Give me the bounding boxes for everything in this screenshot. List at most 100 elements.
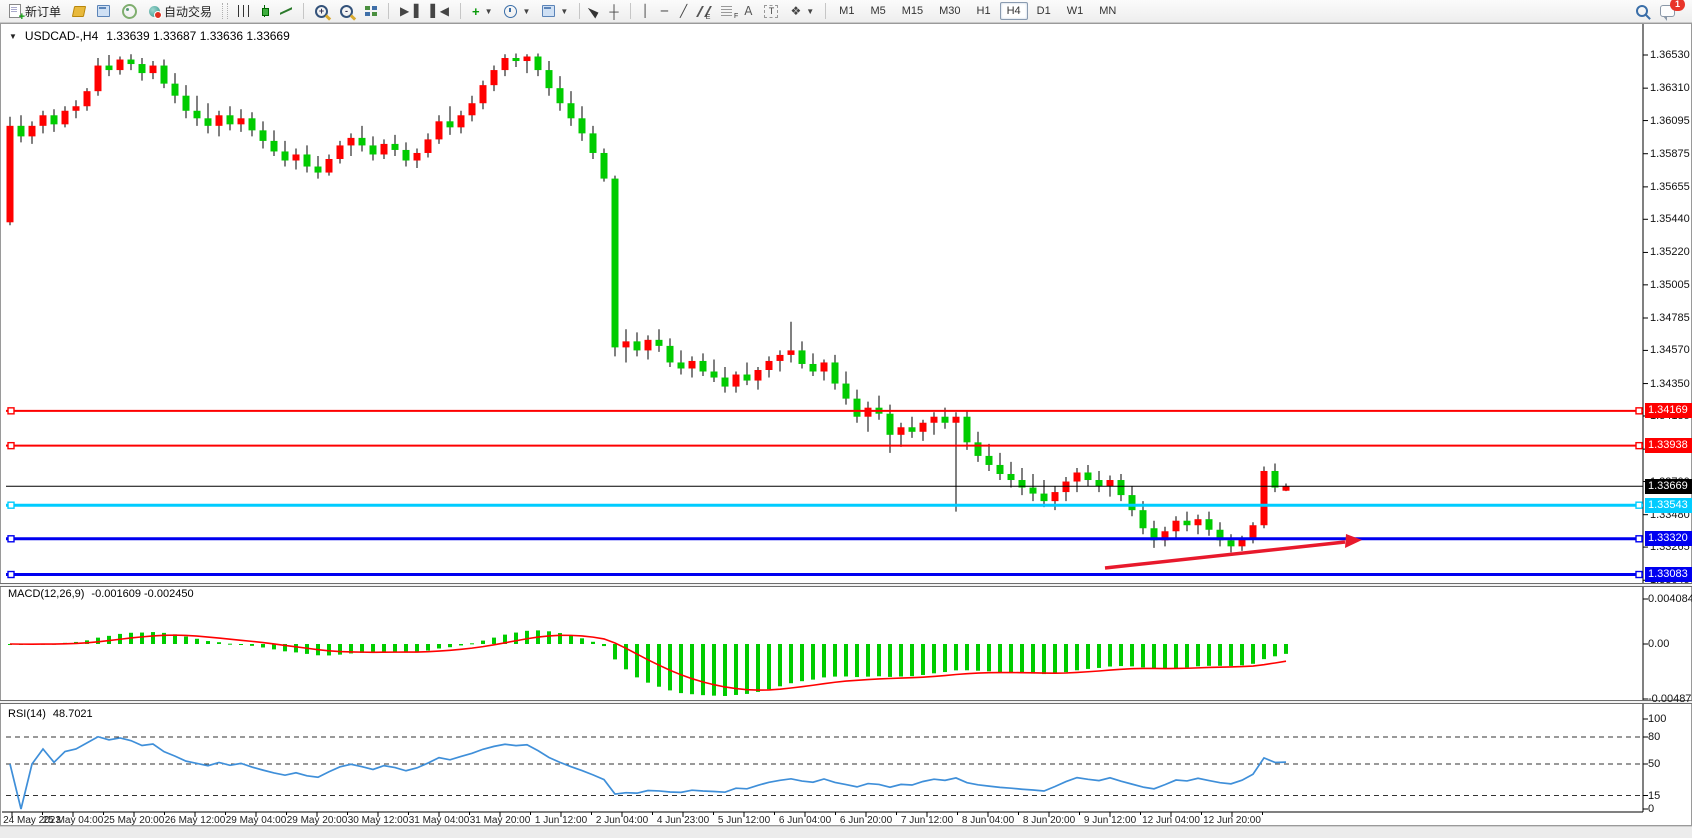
candle-bearish <box>193 110 201 119</box>
data-window-button[interactable] <box>92 2 115 21</box>
notifications-button[interactable]: 1 <box>1655 0 1685 21</box>
candle-bearish <box>721 377 729 387</box>
macd-histogram-bar <box>580 638 584 644</box>
candle-bearish <box>655 339 663 346</box>
pane-splitter-rsi[interactable] <box>0 700 1692 704</box>
zoom-in-button[interactable]: + <box>310 2 333 21</box>
auto-scroll-button[interactable]: ▶▐ <box>395 2 423 21</box>
timeframe-w1[interactable]: W1 <box>1066 5 1084 17</box>
macd-histogram-bar <box>679 644 683 694</box>
timeframe-m1[interactable]: M1 <box>839 5 855 17</box>
candle-bearish <box>666 345 674 363</box>
candle-bullish <box>864 407 872 417</box>
crosshair-icon: ┼ <box>609 3 619 19</box>
timeframe-d1[interactable]: D1 <box>1036 5 1051 17</box>
search-button[interactable] <box>1631 2 1653 21</box>
resistance-line-1-handle[interactable] <box>7 407 15 415</box>
candle-bearish <box>743 374 751 381</box>
support-line-cyan-handle[interactable] <box>7 501 15 509</box>
candle-bullish <box>820 362 828 372</box>
candle-bearish <box>1128 495 1136 511</box>
macd-signal-line <box>9 634 1287 691</box>
chart-menu-triangle-icon[interactable]: ▼ <box>9 31 17 41</box>
support-line-blue-2-handle[interactable] <box>7 570 15 579</box>
resistance-line-2-handle[interactable] <box>7 441 15 450</box>
autotrade-button[interactable]: 自动交易 <box>144 2 217 21</box>
macd-histogram-bar <box>217 642 221 644</box>
periods-button[interactable]: ▼ <box>499 2 535 21</box>
templates-button[interactable]: ▼ <box>537 2 573 21</box>
candle-bearish <box>941 416 949 423</box>
chart-title: ▼ USDCAD-,H4 1.33639 1.33687 1.33636 1.3… <box>9 29 290 43</box>
timeframe-h1[interactable]: H1 <box>976 5 991 17</box>
crosshair-tool-button[interactable]: ┼ <box>604 2 623 21</box>
chart-shift-button[interactable]: ▌◀ <box>426 2 454 21</box>
trend-arrow[interactable] <box>1104 540 1346 570</box>
candle-bullish <box>39 115 47 126</box>
zoom-out-button[interactable]: - <box>335 2 358 21</box>
alerts-button[interactable] <box>117 2 142 21</box>
candlestick-chart-button[interactable] <box>256 2 273 21</box>
support-line-blue-2-handle[interactable] <box>1635 570 1643 579</box>
candle-bullish <box>1073 472 1081 482</box>
chart-symbol-period: USDCAD-,H4 <box>24 29 99 43</box>
candle-bullish <box>149 65 157 74</box>
timeframe-m30[interactable]: M30 <box>939 5 961 17</box>
zoom-out-icon: - <box>340 4 354 18</box>
macd-histogram-bar <box>294 644 298 653</box>
support-line-cyan-handle[interactable] <box>1635 501 1643 509</box>
macd-histogram-bar <box>426 644 430 651</box>
macd-histogram-bar <box>162 632 166 644</box>
candle-bearish <box>226 115 234 125</box>
macd-histogram-bar <box>734 644 738 695</box>
caret-down-icon: ▼ <box>560 6 569 16</box>
macd-histogram-bar <box>1119 644 1123 667</box>
macd-histogram-bar <box>822 644 826 678</box>
candle-bearish <box>798 350 806 364</box>
trend-arrow-head[interactable] <box>1345 534 1362 548</box>
resistance-line-1-handle[interactable] <box>1635 407 1643 415</box>
timeframe-mn[interactable]: MN <box>1099 5 1117 17</box>
price-tick-label: 1.36095 <box>1650 114 1690 127</box>
new-order-button[interactable]: 新订单 <box>4 2 66 23</box>
timeframe-h4[interactable]: H4 <box>999 2 1028 20</box>
text-tool[interactable]: A <box>739 2 757 21</box>
candle-bearish <box>1227 540 1235 547</box>
support-line-blue-1-handle[interactable] <box>7 535 15 543</box>
candle-bullish <box>732 374 740 387</box>
candle-bearish <box>1150 528 1158 541</box>
candle-bullish <box>688 360 696 369</box>
macd-histogram-bar <box>239 644 243 645</box>
trendline-tool[interactable]: ╱ <box>675 2 692 21</box>
candle-bearish <box>842 383 850 399</box>
candle-bearish <box>512 58 520 62</box>
bar-chart-button[interactable] <box>233 2 254 21</box>
arrows-tool[interactable]: ❖ ▼ <box>785 2 819 21</box>
toolbar-separator <box>629 3 631 19</box>
candle-bearish <box>446 121 454 128</box>
support-line-blue-1-handle[interactable] <box>1635 535 1643 543</box>
macd-histogram-bar <box>910 644 914 677</box>
macd-histogram-bar <box>811 644 815 680</box>
candle-bullish <box>413 152 421 161</box>
timeframe-m5[interactable]: M5 <box>870 5 886 17</box>
resistance-line-2-handle[interactable] <box>1635 441 1643 450</box>
candle-bullish <box>919 422 927 432</box>
candle-bearish <box>1205 519 1213 530</box>
text-label-tool[interactable]: T <box>759 2 783 21</box>
indicators-button[interactable]: + ▼ <box>467 2 498 21</box>
macd-histogram-bar <box>1218 644 1222 666</box>
fibonacci-tool[interactable] <box>716 2 738 21</box>
macd-histogram-bar <box>173 634 177 644</box>
vertical-line-tool[interactable]: │ <box>637 2 654 21</box>
pane-splitter-macd[interactable] <box>0 583 1692 587</box>
macd-histogram-bar <box>855 644 859 678</box>
macd-histogram-bar <box>349 644 353 654</box>
horizontal-line-tool[interactable]: ─ <box>656 2 673 21</box>
macd-histogram-bar <box>415 644 419 652</box>
timeframe-m15[interactable]: M15 <box>901 5 924 17</box>
tile-windows-button[interactable] <box>360 2 382 21</box>
date-tick-label: 25 May 04:00 <box>42 815 104 826</box>
macd-histogram-bar <box>338 644 342 655</box>
